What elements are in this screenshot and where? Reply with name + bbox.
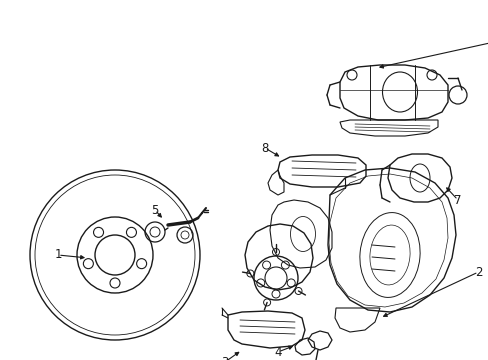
Text: 2: 2: [474, 266, 481, 279]
Text: 3: 3: [221, 356, 228, 360]
Text: 1: 1: [54, 248, 61, 261]
Text: 5: 5: [151, 203, 159, 216]
Text: 7: 7: [453, 194, 461, 207]
Text: 4: 4: [274, 346, 281, 359]
Text: 8: 8: [261, 141, 268, 154]
